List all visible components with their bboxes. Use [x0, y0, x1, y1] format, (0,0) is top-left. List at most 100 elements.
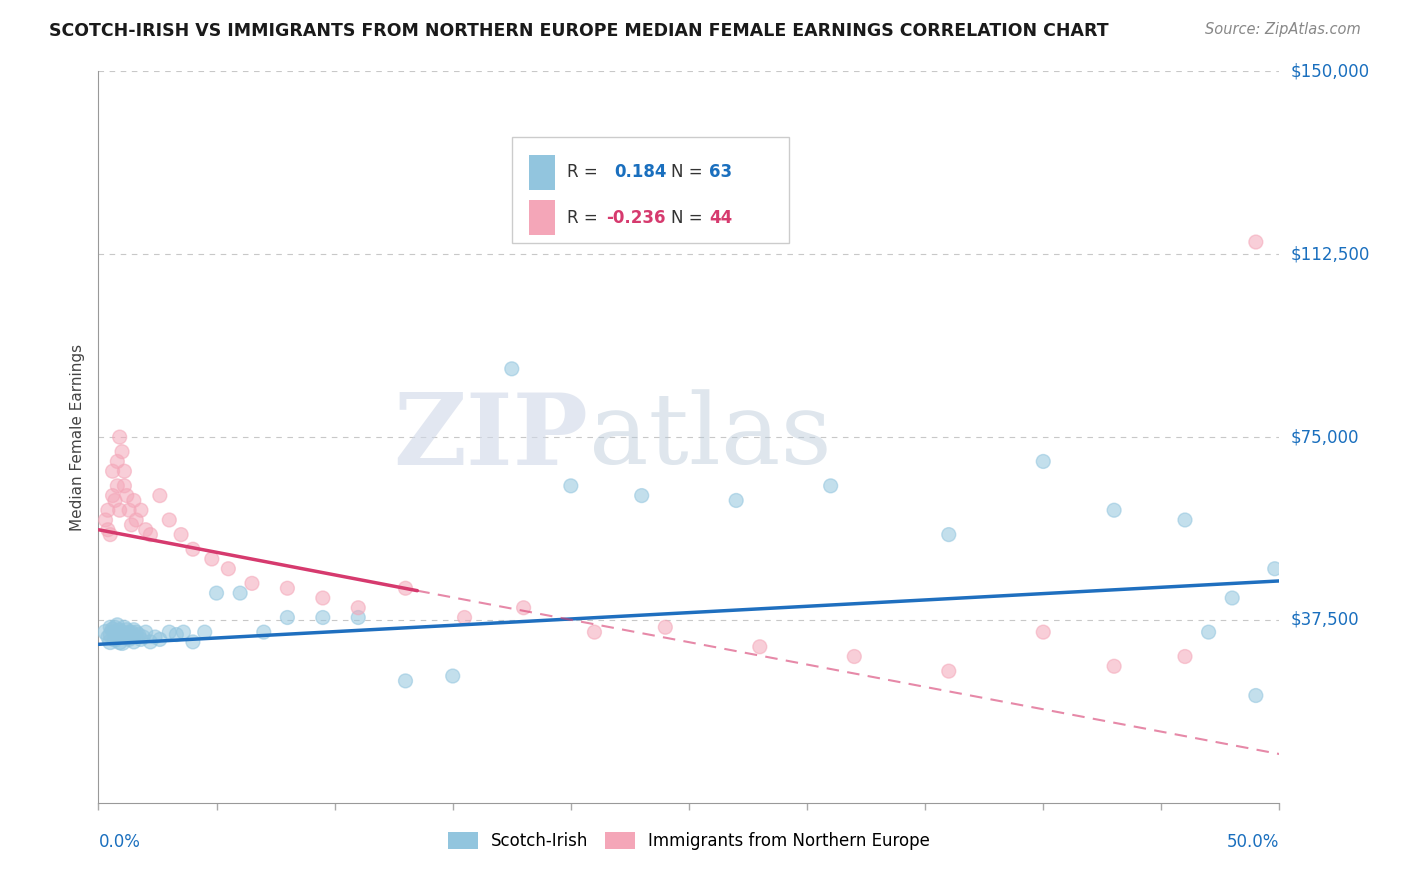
- Point: [101, 489, 124, 503]
- Point: [121, 630, 143, 644]
- Point: [938, 527, 960, 541]
- Point: [112, 464, 135, 478]
- Point: [135, 625, 157, 640]
- Text: ZIP: ZIP: [394, 389, 589, 485]
- Point: [97, 523, 120, 537]
- Point: [112, 479, 135, 493]
- Text: -0.236: -0.236: [606, 209, 666, 227]
- Point: [201, 552, 224, 566]
- Point: [104, 493, 127, 508]
- Text: $75,000: $75,000: [1291, 428, 1360, 446]
- Point: [394, 581, 416, 595]
- Point: [104, 620, 127, 634]
- Text: $112,500: $112,500: [1291, 245, 1369, 263]
- Point: [97, 503, 120, 517]
- Point: [97, 630, 120, 644]
- Point: [112, 620, 135, 634]
- Point: [108, 623, 131, 637]
- Point: [118, 625, 141, 640]
- Text: R =: R =: [567, 209, 603, 227]
- Point: [115, 489, 138, 503]
- Point: [229, 586, 252, 600]
- Point: [1264, 562, 1286, 576]
- Point: [143, 630, 166, 644]
- Text: N =: N =: [671, 163, 709, 181]
- Point: [118, 632, 141, 647]
- Point: [149, 632, 172, 647]
- Point: [108, 627, 131, 641]
- Bar: [530, 155, 555, 190]
- Point: [512, 600, 534, 615]
- Point: [98, 620, 121, 634]
- Point: [1032, 625, 1054, 640]
- Point: [111, 635, 134, 649]
- Point: [560, 479, 582, 493]
- Point: [122, 623, 145, 637]
- Point: [104, 632, 127, 647]
- Point: [630, 489, 652, 503]
- Point: [938, 664, 960, 678]
- Point: [129, 632, 152, 647]
- Point: [453, 610, 475, 624]
- Point: [94, 513, 117, 527]
- Point: [112, 627, 135, 641]
- Point: [128, 627, 150, 641]
- Point: [1102, 659, 1125, 673]
- Point: [105, 617, 128, 632]
- Point: [101, 623, 124, 637]
- Legend: Scotch-Irish, Immigrants from Northern Europe: Scotch-Irish, Immigrants from Northern E…: [441, 825, 936, 856]
- FancyBboxPatch shape: [512, 137, 789, 244]
- Point: [748, 640, 770, 654]
- Point: [820, 479, 842, 493]
- Text: 0.184: 0.184: [614, 163, 666, 181]
- Point: [157, 513, 180, 527]
- Y-axis label: Median Female Earnings: Median Female Earnings: [70, 343, 86, 531]
- Text: SCOTCH-IRISH VS IMMIGRANTS FROM NORTHERN EUROPE MEDIAN FEMALE EARNINGS CORRELATI: SCOTCH-IRISH VS IMMIGRANTS FROM NORTHERN…: [49, 22, 1109, 40]
- Point: [122, 635, 145, 649]
- Point: [108, 430, 131, 444]
- Point: [108, 503, 131, 517]
- Point: [111, 630, 134, 644]
- Point: [132, 630, 155, 644]
- Text: atlas: atlas: [589, 389, 831, 485]
- Point: [170, 527, 193, 541]
- Point: [98, 635, 121, 649]
- Point: [1032, 454, 1054, 468]
- Point: [104, 625, 127, 640]
- Point: [1244, 235, 1267, 249]
- Point: [1244, 689, 1267, 703]
- Text: $150,000: $150,000: [1291, 62, 1369, 80]
- Point: [121, 517, 143, 532]
- Point: [115, 623, 138, 637]
- Point: [98, 527, 121, 541]
- Point: [121, 625, 143, 640]
- Point: [105, 625, 128, 640]
- Point: [139, 635, 162, 649]
- Point: [394, 673, 416, 688]
- Point: [501, 361, 523, 376]
- Point: [135, 523, 157, 537]
- Text: 0.0%: 0.0%: [98, 833, 141, 851]
- Point: [122, 493, 145, 508]
- Bar: [530, 201, 555, 235]
- Point: [312, 610, 335, 624]
- Point: [111, 625, 134, 640]
- Point: [217, 562, 239, 576]
- Point: [149, 489, 172, 503]
- Text: R =: R =: [567, 163, 609, 181]
- Point: [105, 454, 128, 468]
- Point: [105, 630, 128, 644]
- Point: [139, 527, 162, 541]
- Point: [312, 591, 335, 605]
- Point: [101, 627, 124, 641]
- Point: [118, 503, 141, 517]
- Point: [1174, 513, 1197, 527]
- Point: [276, 610, 298, 624]
- Point: [725, 493, 748, 508]
- Point: [172, 625, 194, 640]
- Point: [101, 464, 124, 478]
- Point: [205, 586, 228, 600]
- Point: [129, 503, 152, 517]
- Text: 63: 63: [709, 163, 733, 181]
- Point: [125, 513, 148, 527]
